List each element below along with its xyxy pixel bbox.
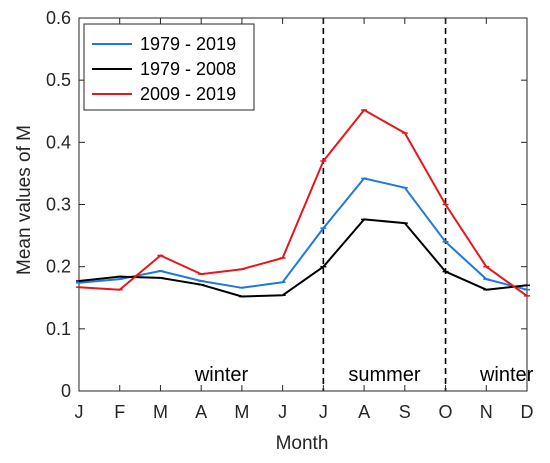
series-3 xyxy=(76,109,530,297)
y-tick-label-0: 0 xyxy=(61,381,71,401)
season-label-3: winter xyxy=(479,364,534,386)
series-line-2 xyxy=(78,218,528,298)
x-tick-label-5: J xyxy=(278,402,287,422)
series-line-3 xyxy=(78,109,528,297)
x-tick-label-7: A xyxy=(358,402,370,422)
x-tick-label-4: M xyxy=(234,402,249,422)
y-tick-label-2: 0.2 xyxy=(46,257,71,277)
ticks-layer: 0 0.1 0.2 0.3 0.4 0.5 0.6 J F M A M J J A S O N D xyxy=(46,8,534,422)
legend: 1979 - 2019 1979 - 2008 2009 - 2019 xyxy=(83,23,255,111)
x-tick-label-10: N xyxy=(480,402,493,422)
series-2 xyxy=(76,218,530,298)
labels-layer: winter summer winter xyxy=(194,364,534,386)
series-layer xyxy=(76,109,530,298)
y-tick-label-3: 0.3 xyxy=(46,195,71,215)
y-tick-label-1: 0.1 xyxy=(46,319,71,339)
legend-label-2: 1979 - 2008 xyxy=(140,59,236,79)
x-axis-title: Month xyxy=(276,433,329,454)
x-tick-label-11: D xyxy=(521,402,534,422)
x-tick-label-9: O xyxy=(439,402,453,422)
y-tick-label-4: 0.4 xyxy=(46,132,71,152)
x-tick-label-3: A xyxy=(195,402,207,422)
legend-label-3: 2009 - 2019 xyxy=(140,84,236,104)
x-tick-label-1: F xyxy=(114,402,125,422)
x-tick-label-8: S xyxy=(399,402,411,422)
y-axis-title: Mean values of M xyxy=(14,125,35,275)
legend-label-1: 1979 - 2019 xyxy=(140,34,236,54)
season-label-2: summer xyxy=(348,364,421,386)
x-tick-label-0: J xyxy=(75,402,84,422)
legend-box xyxy=(83,23,255,111)
series-line-1 xyxy=(78,177,528,291)
x-tick-label-6: J xyxy=(319,402,328,422)
season-label-1: winter xyxy=(194,364,249,386)
y-tick-label-5: 0.5 xyxy=(46,70,71,90)
series-1 xyxy=(76,177,530,291)
y-tick-label-6: 0.6 xyxy=(46,8,71,28)
x-tick-label-2: M xyxy=(153,402,168,422)
